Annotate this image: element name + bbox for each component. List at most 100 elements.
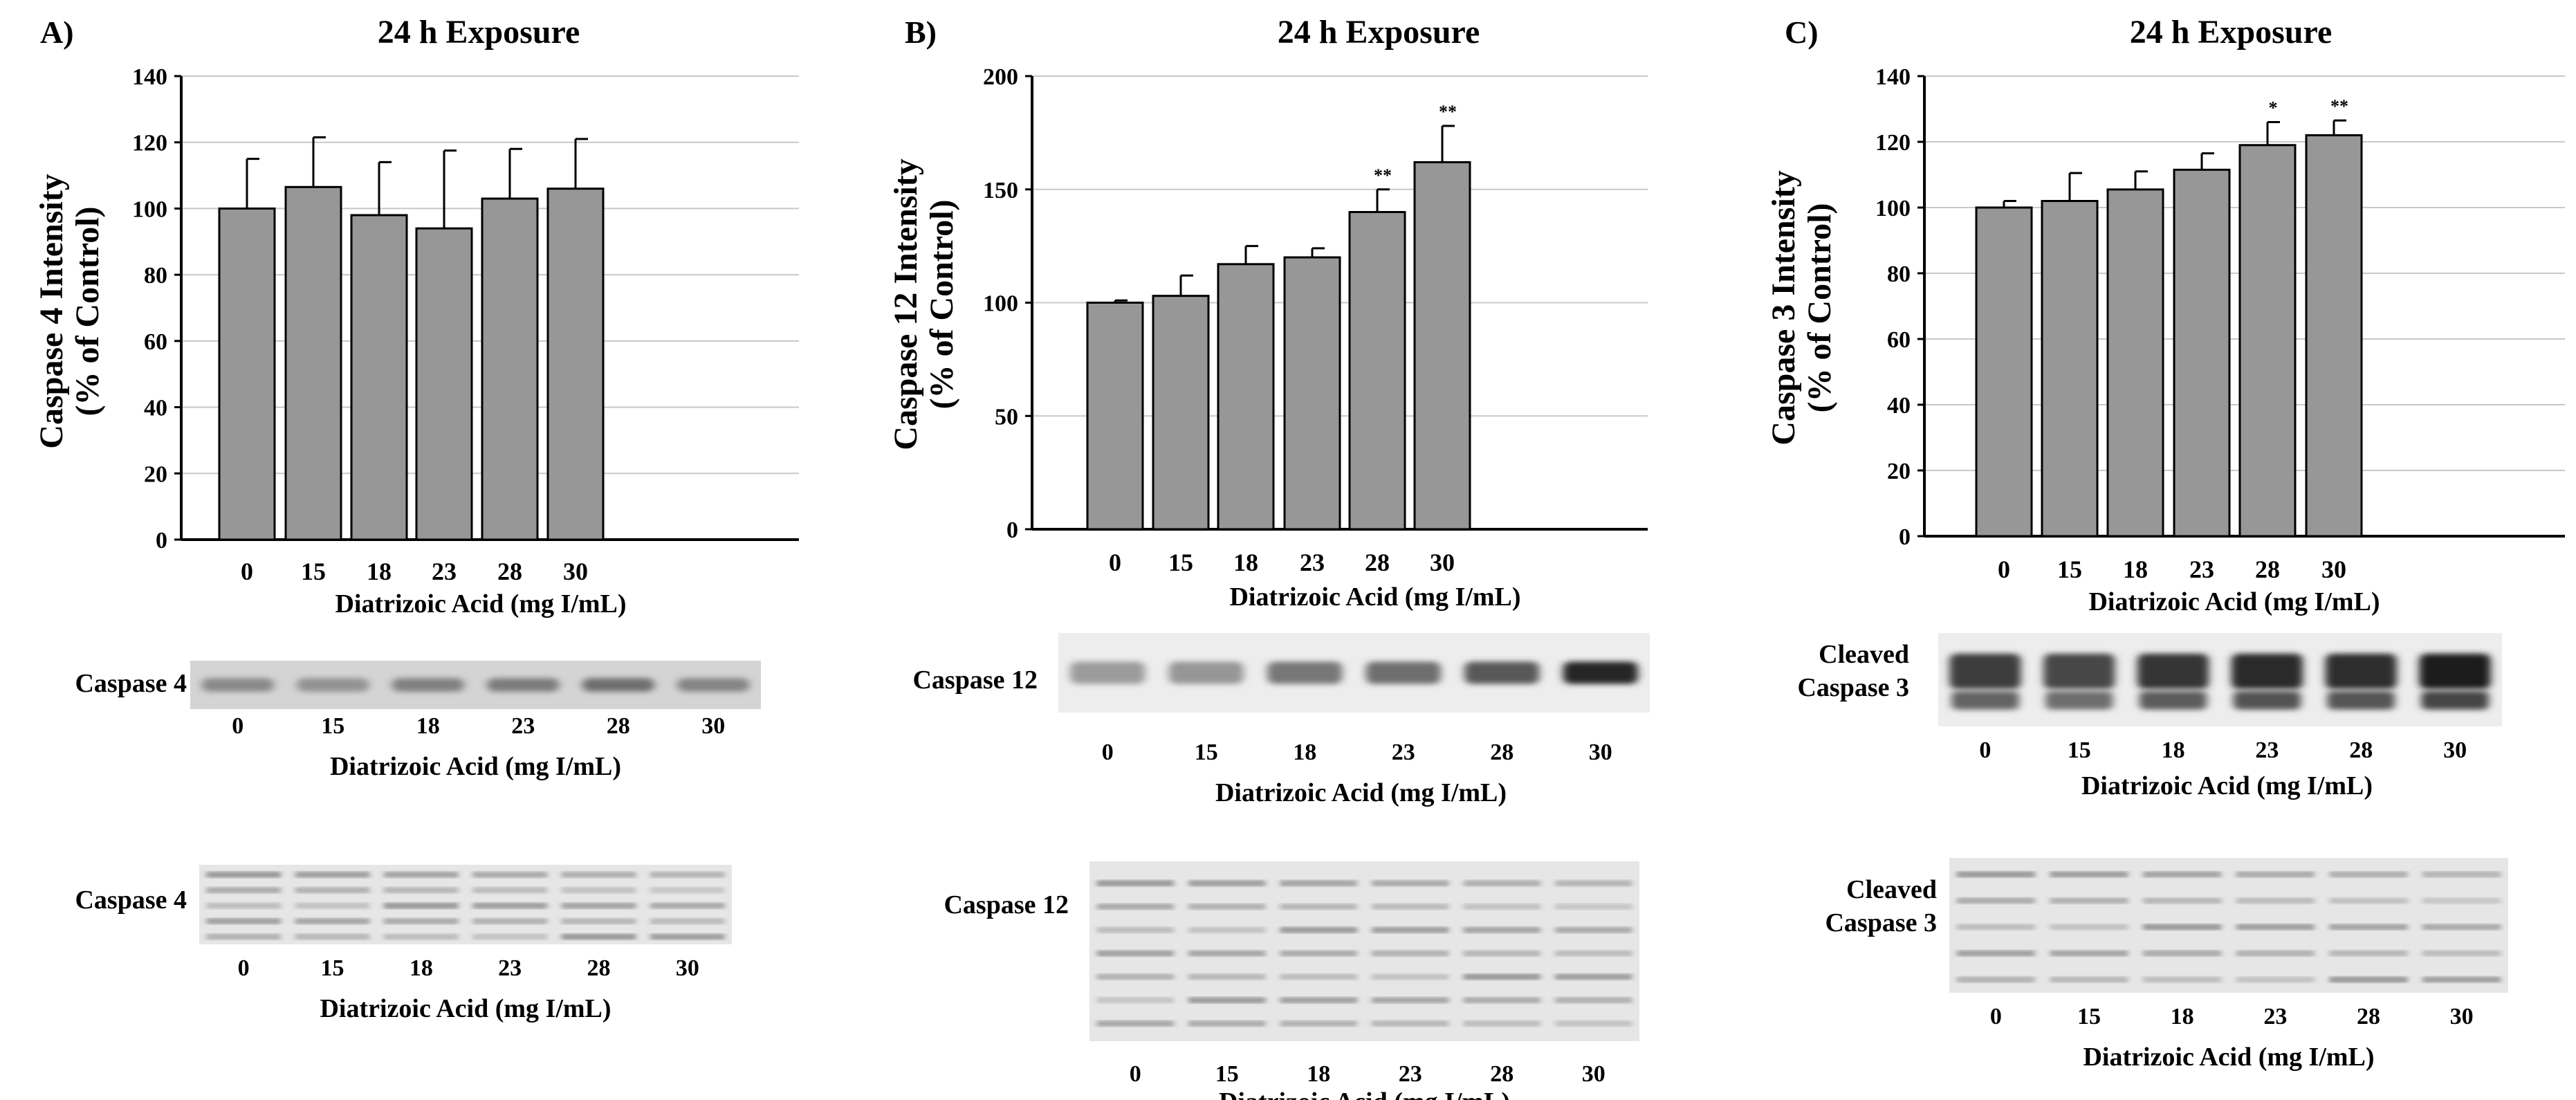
y-tick-label: 140: [132, 64, 167, 90]
loading-band: [561, 887, 636, 894]
loading-band: [1280, 904, 1357, 910]
loading-lane-label: 15: [2077, 1004, 2101, 1029]
y-axis-label: Caspase 3 Intensity (% of Control): [1765, 170, 1838, 445]
loading-band: [2236, 976, 2315, 983]
x-tick-label: 30: [1430, 549, 1455, 576]
blot-lane-label: 18: [2162, 737, 2185, 763]
blot-lane-label: 18: [1293, 740, 1316, 765]
loading-band: [1372, 997, 1449, 1004]
loading-band: [1096, 880, 1174, 887]
blot-lane-label: 28: [2349, 737, 2373, 763]
blot-band: [201, 678, 274, 692]
blot-band: [1070, 661, 1146, 684]
blot-band: [1168, 661, 1244, 684]
blot-band-lower: [2327, 690, 2395, 710]
loading-band: [1188, 973, 1266, 980]
blot-band: [1464, 661, 1540, 684]
bar: [1975, 206, 2033, 538]
loading-lane-label: 23: [2263, 1004, 2287, 1029]
x-tick-label: 23: [432, 558, 457, 585]
y-axis-label: Caspase 12 Intensity (% of Control): [887, 158, 960, 450]
loading-band: [1372, 904, 1449, 910]
loading-band: [2050, 924, 2128, 931]
panel-3: C) 24 h Exposure 0 20 40 60 80 100 120 140 0 15 18 23…: [1765, 14, 2565, 1072]
loading-band: [1463, 997, 1540, 1004]
loading-band: [1555, 973, 1632, 980]
x-tick-label: 15: [2057, 556, 2082, 583]
loading-band: [1956, 950, 2035, 957]
y-tick-label: 80: [144, 263, 167, 288]
blot-label-line-2: Caspase 3: [1797, 673, 1909, 702]
loading-control-image: [1089, 861, 1639, 1041]
x-tick-label: 18: [1233, 549, 1258, 576]
blot-lane-label: 15: [321, 713, 344, 739]
loading-band: [472, 871, 548, 878]
x-tick-label: 18: [367, 558, 392, 585]
blot-band: [297, 678, 369, 692]
loading-band: [2143, 976, 2222, 983]
blot-label: Caspase 12: [912, 666, 1038, 695]
blot-lane-label: 28: [607, 713, 630, 739]
loading-band: [2143, 950, 2222, 957]
loading-band: [1463, 880, 1540, 887]
loading-band: [2236, 924, 2315, 931]
y-axis-label-line-1: Caspase 4 Intensity: [33, 174, 70, 448]
loading-band: [1956, 976, 2035, 983]
blot-band: [1949, 653, 2021, 689]
blot-lane-label: 23: [1392, 740, 1415, 765]
x-tick-label: 15: [1168, 549, 1193, 576]
loading-label-line-1: Cleaved: [1846, 875, 1937, 904]
bar: [1348, 211, 1406, 531]
loading-band: [2236, 871, 2315, 878]
blot-lane-label: 30: [2443, 737, 2467, 763]
loading-band: [1280, 950, 1357, 957]
loading-band: [561, 902, 636, 909]
loading-band: [2236, 950, 2315, 957]
y-tick-label: 40: [144, 396, 167, 421]
y-tick-label: 120: [132, 131, 167, 156]
y-tick-label: 20: [1887, 459, 1911, 484]
loading-lane-label: 15: [1215, 1061, 1239, 1087]
x-tick-label: 0: [241, 558, 253, 585]
loading-band: [295, 918, 370, 925]
y-tick-label: 200: [983, 64, 1018, 90]
loading-band: [383, 933, 459, 940]
loading-band: [206, 871, 282, 878]
y-axis-label-line-2: (% of Control): [1801, 203, 1838, 412]
loading-band: [1188, 950, 1266, 957]
loading-lane-label: 28: [2357, 1004, 2380, 1029]
blot-lane-label: 15: [2068, 737, 2091, 763]
loading-band: [2143, 871, 2222, 878]
loading-band: [1555, 904, 1632, 910]
blot-band: [2137, 653, 2209, 689]
loading-band: [2143, 897, 2222, 904]
loading-lane-label: 30: [676, 955, 699, 981]
significance-marker: *: [2269, 98, 2278, 118]
loading-band: [1463, 926, 1540, 933]
loading-band: [1372, 950, 1449, 957]
blot-lane-label: 23: [2255, 737, 2279, 763]
loading-x-label: Diatrizoic Acid (mg I/mL): [320, 994, 611, 1023]
chart-title: 24 h Exposure: [1278, 14, 1480, 51]
loading-band: [1372, 880, 1449, 887]
loading-band: [295, 902, 370, 909]
loading-band: [1188, 926, 1266, 933]
blot-image: [190, 661, 761, 709]
loading-background: [1089, 861, 1639, 1041]
loading-band: [2329, 950, 2408, 957]
x-tick-label: 0: [1109, 549, 1121, 576]
loading-band: [1096, 973, 1174, 980]
loading-band: [1956, 924, 2035, 931]
blot-band-lower: [2139, 690, 2207, 710]
loading-band: [561, 918, 636, 925]
loading-band: [1555, 1020, 1632, 1027]
y-tick-label: 80: [1887, 262, 1911, 287]
blot-band-lower: [1951, 690, 2019, 710]
loading-band: [383, 871, 459, 878]
loading-band: [2422, 950, 2501, 957]
loading-band: [383, 887, 459, 894]
blot-lane-label: 0: [1102, 740, 1114, 765]
y-tick-label: 60: [144, 329, 167, 355]
bar: [350, 214, 408, 541]
